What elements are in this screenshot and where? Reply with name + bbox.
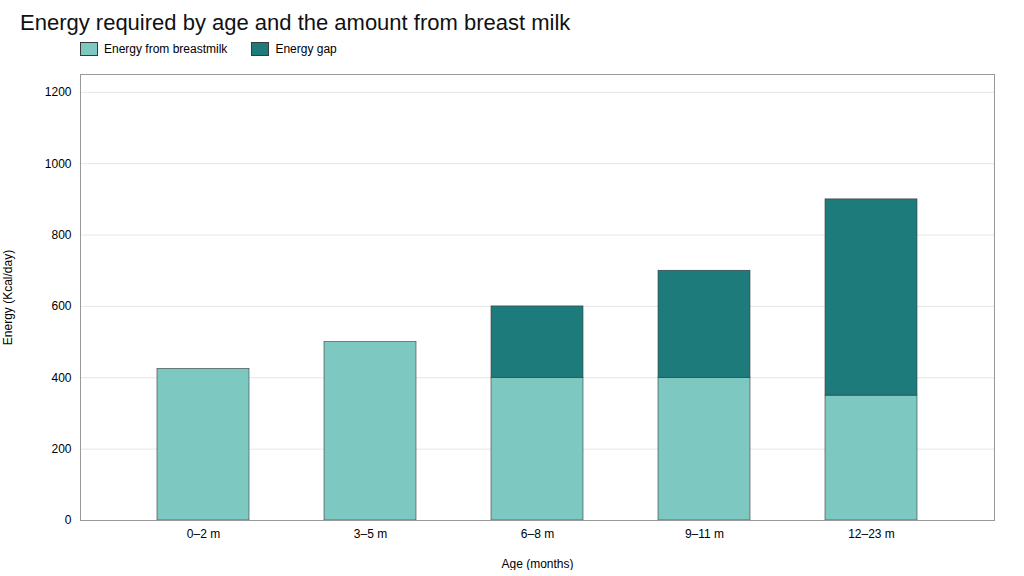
- svg-text:600: 600: [51, 299, 71, 313]
- svg-text:3–5 m: 3–5 m: [354, 527, 387, 541]
- html-text:Energy from breastmilk: Energy from breastmilk: [104, 42, 228, 56]
- svg-text:Energy (Kcal/day): Energy (Kcal/day): [1, 250, 15, 345]
- svg-text:800: 800: [51, 228, 71, 242]
- svg-text:0: 0: [65, 513, 72, 527]
- svg-text:0–2 m: 0–2 m: [187, 527, 220, 541]
- svg-text:Age (months): Age (months): [501, 557, 573, 571]
- html-text:Energy gap: Energy gap: [275, 42, 337, 56]
- svg-text:9–11 m: 9–11 m: [685, 527, 724, 541]
- svg-text:6–8 m: 6–8 m: [521, 527, 554, 541]
- svg-text:12–23 m: 12–23 m: [848, 527, 895, 541]
- svg-text:1000: 1000: [45, 157, 72, 171]
- svg-text:400: 400: [51, 371, 71, 385]
- html-text:Energy required by age and the: Energy required by age and the amount fr…: [20, 10, 571, 35]
- svg-text:1200: 1200: [45, 85, 72, 99]
- svg-text:200: 200: [51, 442, 71, 456]
